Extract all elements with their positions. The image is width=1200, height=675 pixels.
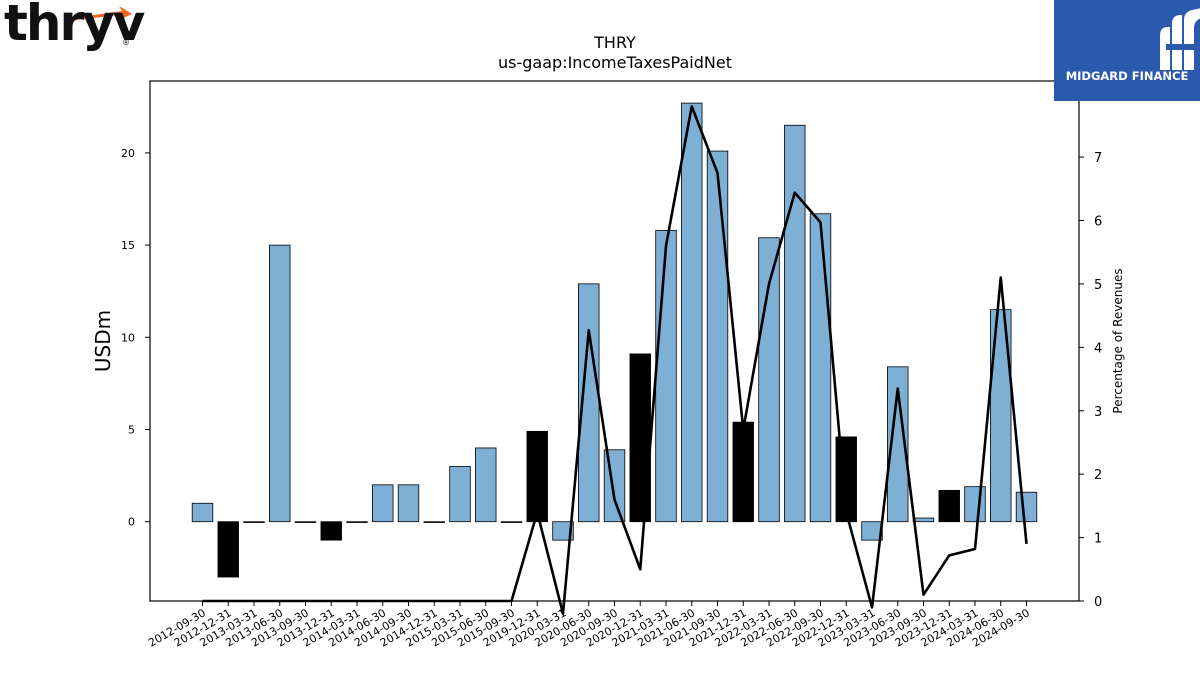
y2-tick-label: 1 bbox=[1094, 532, 1102, 547]
bar-2024-09-30 bbox=[1015, 491, 1038, 523]
y-axis-label: USDm bbox=[91, 310, 115, 372]
bar-2014-06-30 bbox=[372, 484, 394, 523]
bar-2024-06-30 bbox=[990, 309, 1012, 523]
bars-group bbox=[191, 102, 1038, 578]
bar-2019-12-31 bbox=[526, 430, 548, 523]
y2-axis-ticks: 0 1 2 3 4 5 6 7 bbox=[1079, 151, 1102, 610]
bar-2022-09-30 bbox=[809, 213, 832, 523]
y2-tick-label: 4 bbox=[1094, 341, 1102, 356]
y-tick-label: 15 bbox=[121, 239, 135, 252]
bar-2020-03-31 bbox=[552, 521, 574, 541]
bar-2020-12-31 bbox=[629, 353, 651, 523]
bar-2014-03-31 bbox=[346, 521, 368, 523]
y2-tick-label: 5 bbox=[1094, 278, 1102, 293]
y-tick-label: 0 bbox=[128, 516, 135, 529]
bar-2014-09-30 bbox=[397, 484, 420, 523]
thryv-logo-text: thryv bbox=[4, 0, 145, 52]
bar-2021-12-31 bbox=[732, 421, 754, 523]
midgard-finance-text: MIDGARD FINANCE bbox=[1065, 69, 1189, 83]
y-tick-label: 20 bbox=[121, 147, 135, 160]
y2-tick-label: 0 bbox=[1094, 595, 1102, 610]
bar-2021-09-30 bbox=[706, 150, 729, 523]
thryv-logo: thryv ® bbox=[4, 0, 145, 58]
y-tick-label: 5 bbox=[128, 424, 135, 437]
y2-tick-label: 3 bbox=[1094, 405, 1102, 420]
bar-2024-03-31 bbox=[964, 486, 986, 523]
bar-2022-06-30 bbox=[784, 124, 806, 523]
y-tick-label: 10 bbox=[121, 331, 135, 344]
chart-subtitle: us-gaap:IncomeTaxesPaidNet bbox=[498, 53, 732, 72]
bar-2023-09-30 bbox=[912, 517, 935, 523]
bar-2013-12-31 bbox=[320, 521, 342, 541]
chart-title-block: THRY us-gaap:IncomeTaxesPaidNet bbox=[415, 33, 815, 73]
bar-2021-06-30 bbox=[681, 102, 703, 523]
bar-2015-03-31 bbox=[449, 465, 471, 523]
y-axis-ticks: 0 5 10 15 20 bbox=[121, 147, 150, 529]
midgard-finance-logo: MIDGARD FINANCE bbox=[1054, 0, 1200, 101]
bar-2012-09-30 bbox=[191, 502, 214, 523]
bar-2014-12-31 bbox=[423, 521, 445, 523]
bar-2015-06-30 bbox=[475, 447, 497, 523]
midgard-m-icon bbox=[1160, 8, 1200, 70]
y2-tick-label: 7 bbox=[1094, 151, 1102, 166]
y2-tick-label: 2 bbox=[1094, 468, 1102, 483]
bar-2015-09-30 bbox=[500, 521, 523, 523]
y2-axis-label: Percentage of Revenues bbox=[1111, 268, 1125, 413]
bar-2021-03-31 bbox=[655, 229, 677, 523]
bar-2013-03-31 bbox=[243, 521, 265, 523]
bar-2013-06-30 bbox=[269, 244, 291, 523]
logo-swoosh-icon bbox=[66, 6, 132, 21]
bar-2013-09-30 bbox=[294, 521, 317, 523]
x-axis-ticks: 2012-09-302012-12-312013-03-312013-06-30… bbox=[146, 601, 1032, 650]
bar-2023-12-31 bbox=[938, 489, 960, 523]
y2-tick-label: 6 bbox=[1094, 215, 1102, 230]
bar-2012-12-31 bbox=[217, 521, 239, 578]
chart-title: THRY bbox=[594, 33, 636, 52]
registered-mark: ® bbox=[122, 38, 130, 47]
bar-2023-06-30 bbox=[887, 366, 909, 523]
